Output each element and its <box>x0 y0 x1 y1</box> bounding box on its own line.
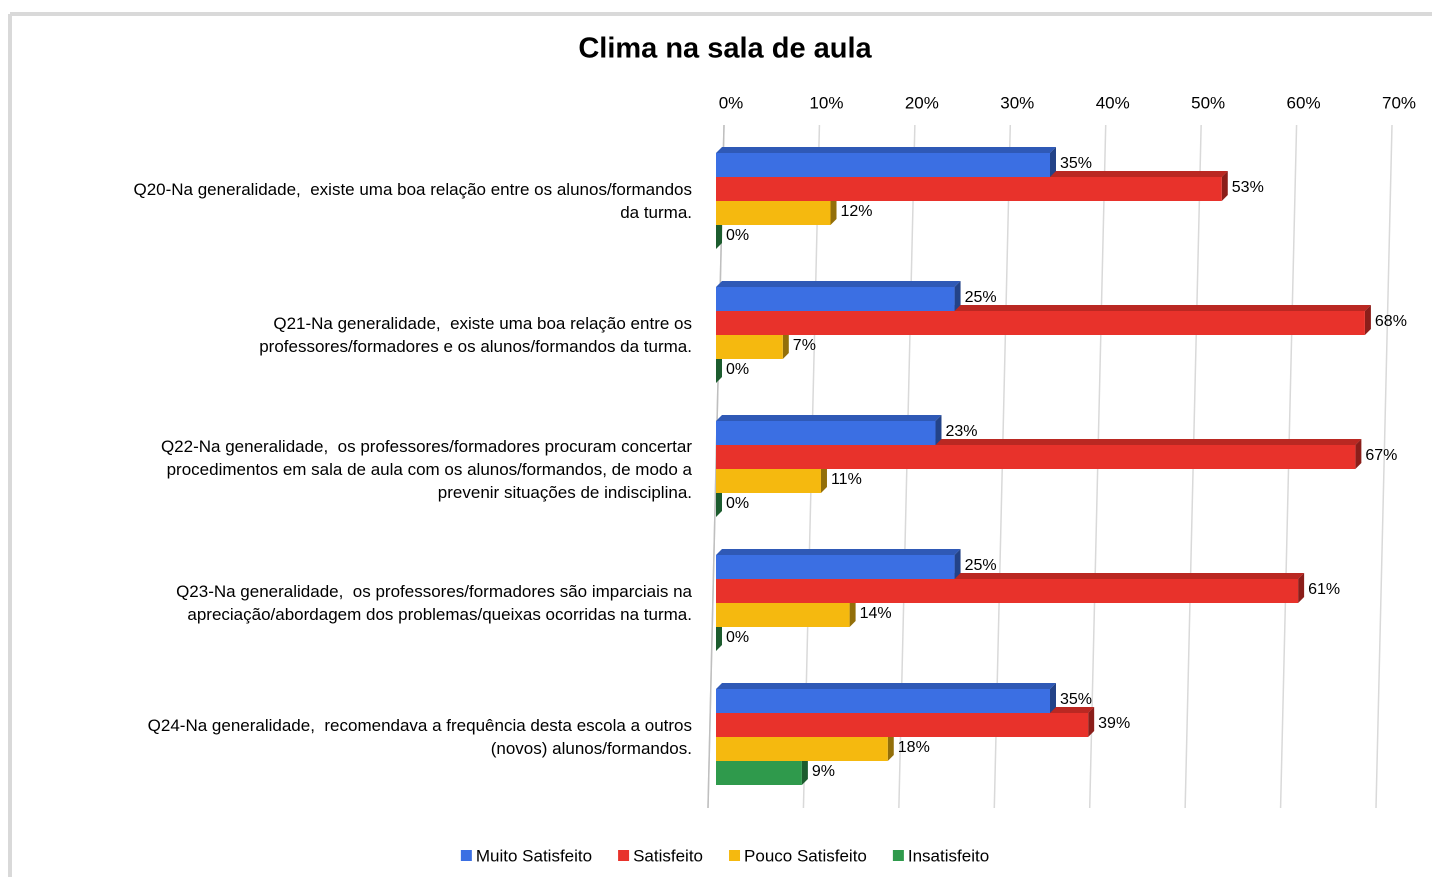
data-label: 0% <box>726 629 749 646</box>
legend-item: Insatisfeito <box>892 846 989 865</box>
data-label: 67% <box>1365 447 1397 464</box>
bar-side <box>1298 573 1305 603</box>
bar-top <box>716 549 961 555</box>
bar-side <box>935 415 942 445</box>
bar <box>716 469 821 493</box>
data-label: 61% <box>1308 581 1340 598</box>
bar <box>716 287 955 311</box>
bar-side <box>716 353 722 383</box>
data-label: 35% <box>1060 691 1092 708</box>
bar-side <box>1355 439 1362 469</box>
data-label: 23% <box>945 423 977 440</box>
bar-side <box>820 463 827 493</box>
data-label: 18% <box>898 739 930 756</box>
y-tick-label: Q20-Na generalidade, existe uma boa rela… <box>133 180 692 222</box>
bar-side <box>849 597 856 627</box>
bar-side <box>716 621 722 651</box>
x-tick-label: 0% <box>719 93 744 112</box>
bar-top <box>716 683 1056 689</box>
legend-swatch <box>460 850 472 861</box>
bar-side <box>716 487 722 517</box>
bar-side <box>1221 171 1228 201</box>
data-label: 0% <box>726 227 749 244</box>
data-label: 14% <box>860 605 892 622</box>
chart-title: Clima na sala de aula <box>578 33 872 65</box>
bar <box>716 737 888 761</box>
data-label: 68% <box>1375 313 1407 330</box>
bar <box>716 555 955 579</box>
bar-top <box>716 281 961 287</box>
legend-swatch <box>618 850 630 861</box>
y-tick-label: Q22-Na generalidade, os professores/form… <box>160 436 692 502</box>
bar-side <box>830 195 837 225</box>
x-tick-label: 40% <box>1096 93 1130 112</box>
bar-side <box>954 549 961 579</box>
x-tick-label: 50% <box>1191 93 1225 112</box>
data-label: 53% <box>1232 179 1264 196</box>
legend-label: Insatisfeito <box>908 846 989 865</box>
bar-top <box>716 147 1056 153</box>
data-label: 0% <box>726 361 749 378</box>
legend-item: Satisfeito <box>618 846 703 865</box>
x-tick-label: 20% <box>905 93 939 112</box>
bar <box>716 153 1050 177</box>
data-label: 11% <box>831 471 862 488</box>
legend-label: Muito Satisfeito <box>476 846 592 865</box>
data-label: 25% <box>965 557 997 574</box>
bar-side <box>716 219 722 249</box>
legend-swatch <box>892 850 904 861</box>
data-label: 25% <box>965 289 997 306</box>
x-tick-label: 30% <box>1000 93 1034 112</box>
bar <box>716 713 1089 737</box>
y-tick-label: Q24-Na generalidade, recomendava a frequ… <box>147 716 692 758</box>
bar-top <box>716 415 942 421</box>
bar-side <box>1050 683 1056 713</box>
bar-side <box>782 329 789 359</box>
bar <box>716 761 802 785</box>
bar <box>716 335 783 359</box>
bar-side <box>887 731 894 761</box>
data-label: 0% <box>726 495 749 512</box>
data-label: 39% <box>1098 715 1130 732</box>
bar-side <box>801 755 808 785</box>
bar <box>716 421 936 445</box>
y-tick-label: Q21-Na generalidade, existe uma boa rela… <box>259 314 692 356</box>
bar <box>716 579 1299 603</box>
grid-line <box>1375 124 1393 809</box>
bar <box>716 177 1222 201</box>
y-tick-label: Q23-Na generalidade, os professores/form… <box>176 582 692 624</box>
x-tick-label: 10% <box>809 93 843 112</box>
data-label: 7% <box>793 337 816 354</box>
x-tick-label: 70% <box>1382 93 1416 112</box>
legend-label: Satisfeito <box>633 846 703 865</box>
bar <box>716 689 1050 713</box>
bar-side <box>1088 707 1095 737</box>
data-label: 35% <box>1060 155 1092 172</box>
bar <box>716 445 1356 469</box>
legend-label: Pouco Satisfeito <box>744 846 867 865</box>
data-label: 9% <box>812 763 835 780</box>
bar <box>716 603 850 627</box>
bar <box>716 311 1365 335</box>
legend-item: Pouco Satisfeito <box>729 846 867 865</box>
bar <box>716 201 831 225</box>
data-label: 12% <box>841 203 873 220</box>
x-tick-label: 60% <box>1287 93 1321 112</box>
bar-side <box>1364 305 1371 335</box>
legend-item: Muito Satisfeito <box>460 846 592 865</box>
bar-side <box>954 281 961 311</box>
legend-swatch <box>729 850 741 861</box>
bar-side <box>1050 147 1056 177</box>
